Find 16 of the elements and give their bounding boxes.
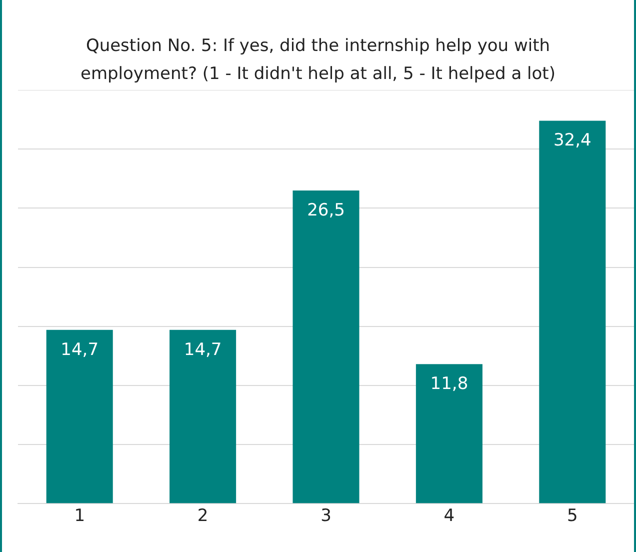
- x-tick-label: 4: [444, 506, 455, 526]
- chart-title: Question No. 5: If yes, did the internship help you with employment? (1 - It didn't help at all, 5 - It helped a lot): [80, 35, 556, 86]
- x-tick-label: 3: [320, 506, 332, 526]
- data-label: 26,5: [307, 200, 345, 220]
- x-tick-label: 5: [566, 506, 578, 526]
- bar: [170, 330, 236, 504]
- data-label: 11,8: [430, 374, 468, 394]
- x-tick-label: 1: [74, 506, 86, 526]
- bar: [539, 120, 606, 504]
- x-tick-label: 2: [197, 506, 208, 526]
- bar: [46, 330, 113, 504]
- bar: [416, 364, 482, 504]
- bar: [292, 190, 360, 504]
- data-label: 32,4: [553, 130, 592, 151]
- data-label: 14,7: [184, 340, 222, 360]
- data-label: 14,7: [60, 340, 99, 360]
